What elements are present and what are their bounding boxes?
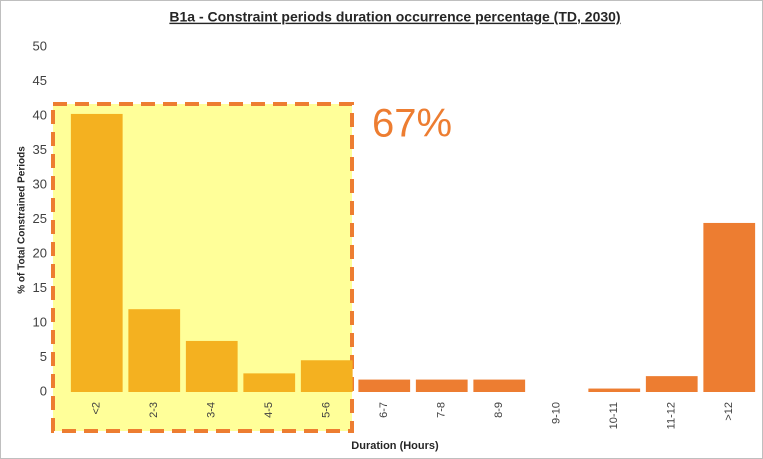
y-tick-label: 40 bbox=[33, 107, 47, 122]
x-tick-label: 3-4 bbox=[206, 402, 218, 418]
y-tick-label: 50 bbox=[33, 38, 47, 53]
x-tick-label: 8-9 bbox=[493, 402, 505, 418]
x-tick-label: 6-7 bbox=[378, 402, 390, 418]
y-tick-label: 30 bbox=[33, 176, 47, 191]
y-tick-label: 20 bbox=[33, 245, 47, 260]
x-tick-label: 10-11 bbox=[608, 402, 620, 429]
y-tick-label: 15 bbox=[33, 280, 47, 295]
x-axis-label: Duration (Hours) bbox=[351, 440, 439, 452]
x-tick-label: <2 bbox=[91, 402, 103, 415]
y-tick-label: 25 bbox=[33, 211, 47, 226]
x-tick-label: 2-3 bbox=[148, 402, 160, 418]
bar bbox=[185, 340, 238, 392]
bar bbox=[473, 379, 526, 392]
bar bbox=[128, 309, 181, 392]
x-tick-label: 5-6 bbox=[321, 402, 333, 418]
x-tick-label: 9-10 bbox=[551, 402, 563, 424]
bar bbox=[70, 113, 123, 393]
bar bbox=[358, 379, 411, 392]
chart-title: B1a - Constraint periods duration occurr… bbox=[169, 9, 620, 25]
y-tick-label: 10 bbox=[33, 314, 47, 329]
bar bbox=[300, 360, 353, 392]
bar bbox=[588, 388, 641, 392]
x-tick-label: 7-8 bbox=[436, 402, 448, 418]
bar bbox=[703, 222, 756, 392]
x-tick-label: 4-5 bbox=[263, 402, 275, 418]
y-axis-label: % of Total Constrained Periods bbox=[17, 146, 28, 294]
x-tick-label: 11-12 bbox=[666, 402, 678, 429]
annotation: 67% bbox=[372, 102, 452, 146]
x-tick-label: >12 bbox=[723, 402, 735, 421]
y-tick-label: 35 bbox=[33, 142, 47, 157]
bar bbox=[415, 379, 468, 392]
y-tick-label: 45 bbox=[33, 73, 47, 88]
y-tick-label: 5 bbox=[40, 349, 47, 364]
bar bbox=[243, 373, 296, 392]
y-tick-label: 0 bbox=[40, 383, 47, 398]
bar bbox=[645, 376, 698, 392]
